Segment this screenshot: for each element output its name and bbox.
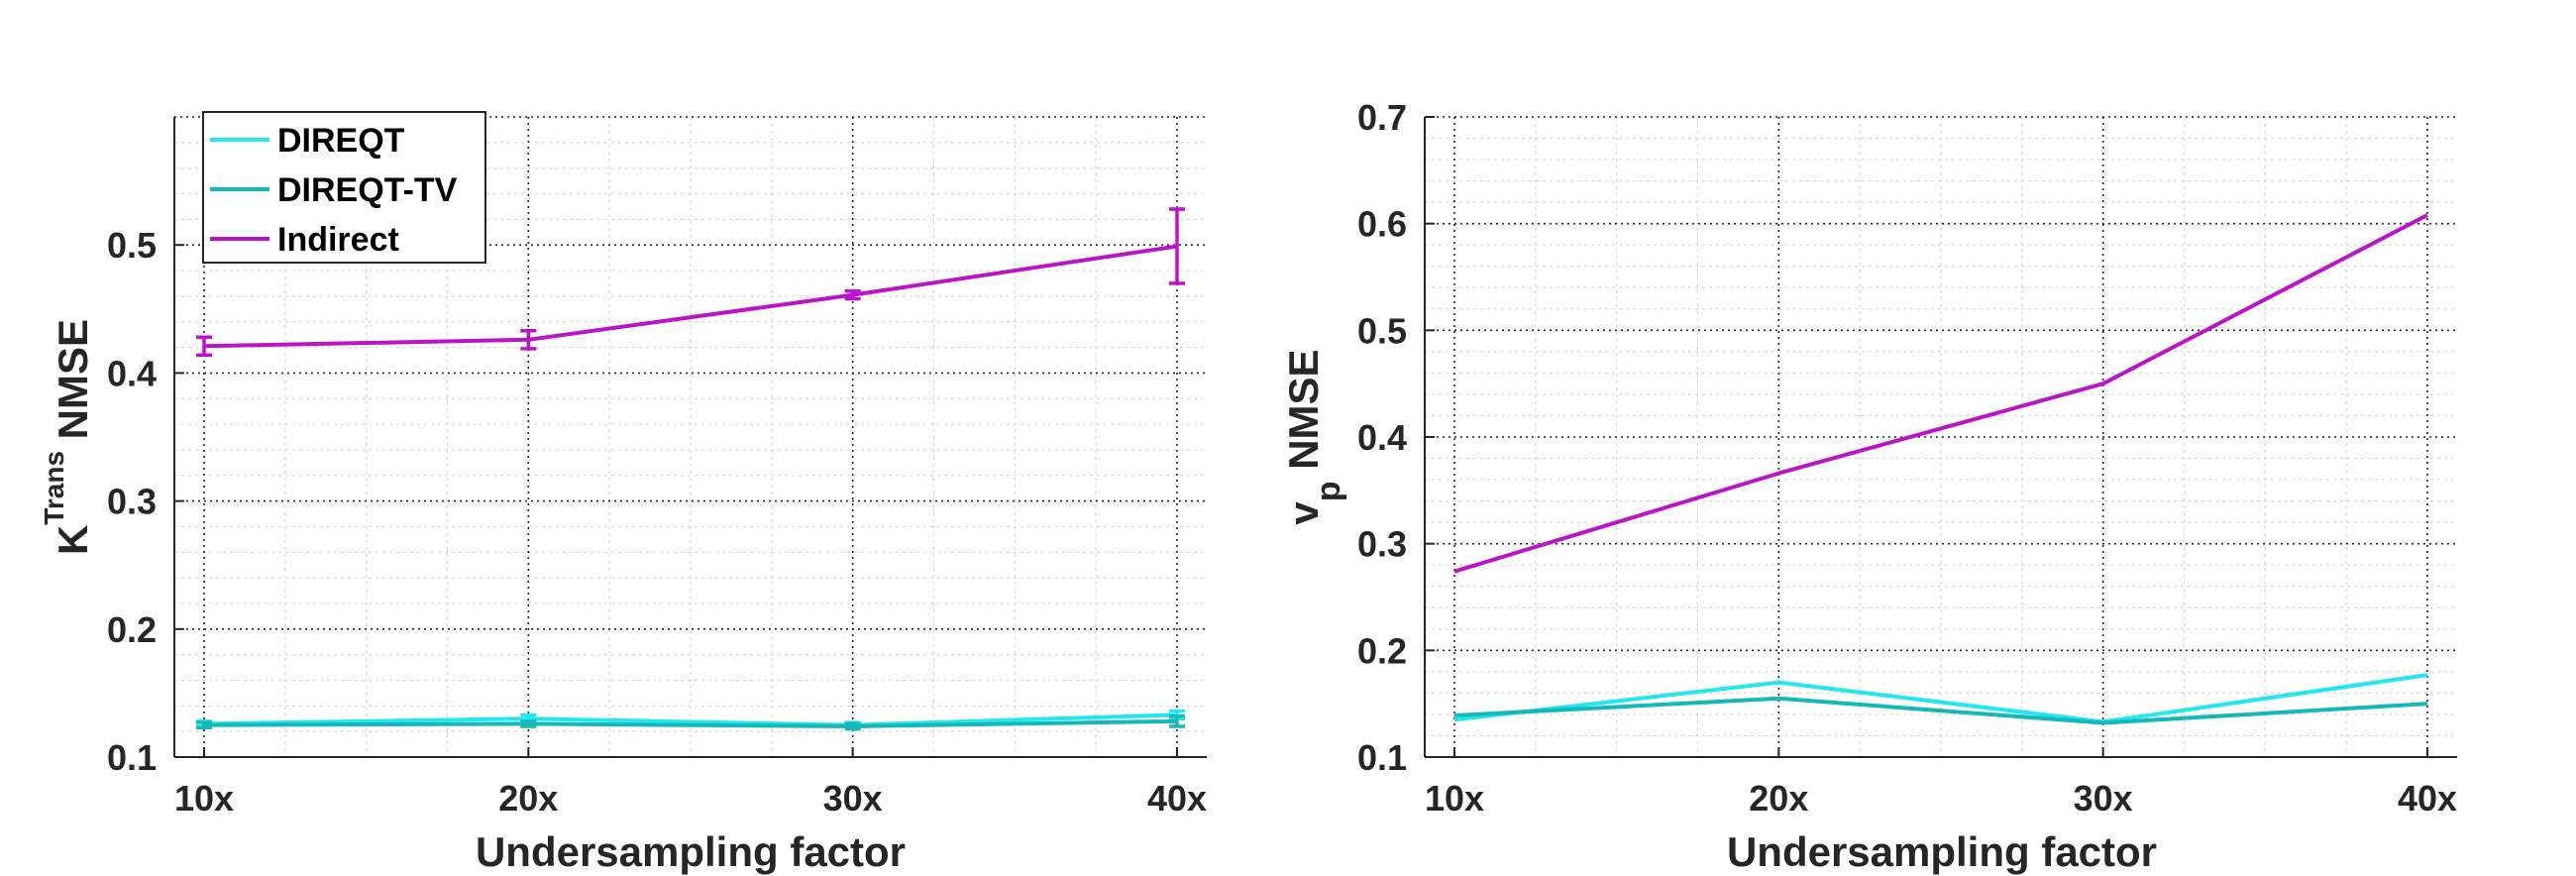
error-bar-indirect bbox=[520, 329, 537, 351]
y-tick-label: 0.7 bbox=[1357, 97, 1407, 138]
y-tick-label: 0.3 bbox=[107, 482, 157, 522]
y-tick-label: 0.1 bbox=[107, 737, 157, 778]
x-tick-label: 30x bbox=[2074, 778, 2133, 819]
error-bar-indirect bbox=[196, 335, 212, 358]
error-bar-direqt-tv bbox=[844, 721, 861, 731]
legend-label-direqt-tv: DIREQT-TV bbox=[277, 171, 458, 209]
x-tick-label: 10x bbox=[174, 778, 234, 819]
left-x-axis-label: Undersampling factor bbox=[476, 828, 906, 875]
x-tick-label: 40x bbox=[1147, 778, 1207, 819]
legend: DIREQT DIREQT-TV Indirect bbox=[202, 111, 486, 264]
series-line-direqt bbox=[203, 712, 1178, 727]
error-bar-direqt-tv bbox=[196, 720, 212, 730]
y-tick-label: 0.5 bbox=[1357, 310, 1407, 351]
series-line-direqt-tv bbox=[1453, 696, 2428, 725]
y-tick-label: 0.2 bbox=[1357, 630, 1407, 671]
y-tick-label: 0.2 bbox=[107, 609, 157, 650]
series-line-direqt-tv bbox=[203, 718, 1178, 728]
x-tick-label: 20x bbox=[1749, 778, 1808, 819]
y-tick-label: 0.1 bbox=[1357, 737, 1407, 778]
y-tick-label: 0.6 bbox=[1357, 204, 1407, 245]
error-bar-indirect bbox=[844, 288, 861, 301]
series-line-direqt bbox=[1453, 673, 2428, 724]
error-bar-direqt-tv bbox=[1169, 713, 1185, 728]
error-bar-indirect bbox=[1169, 207, 1185, 285]
y-tick-label: 0.5 bbox=[107, 225, 157, 266]
legend-label-indirect: Indirect bbox=[277, 221, 399, 259]
series-line-indirect bbox=[203, 244, 1178, 349]
y-tick-label: 0.4 bbox=[107, 353, 157, 393]
right-x-axis-label: Undersampling factor bbox=[1727, 828, 2157, 875]
y-tick-label: 0.4 bbox=[1357, 417, 1407, 458]
x-tick-label: 40x bbox=[2398, 778, 2457, 819]
right-plot: 0.1 0.2 0.3 0.4 0.5 0.6 0.7 10x 20x 30x 40x Under… bbox=[1280, 97, 2457, 875]
right-y-axis-label: vp NMSE bbox=[1280, 349, 1347, 524]
left-y-axis-label: KTrans NMSE bbox=[39, 319, 96, 555]
left-plot: 0.1 0.2 0.3 0.4 0.5 10x 20x 30x 40x Undersampli… bbox=[39, 111, 1207, 875]
error-bar-direqt-tv bbox=[520, 719, 537, 728]
series-line-indirect bbox=[1453, 213, 2428, 574]
x-tick-label: 30x bbox=[823, 778, 883, 819]
x-tick-label: 10x bbox=[1425, 778, 1484, 819]
y-tick-label: 0.3 bbox=[1357, 524, 1407, 565]
x-tick-label: 20x bbox=[498, 778, 558, 819]
legend-label-direqt: DIREQT bbox=[277, 122, 405, 160]
